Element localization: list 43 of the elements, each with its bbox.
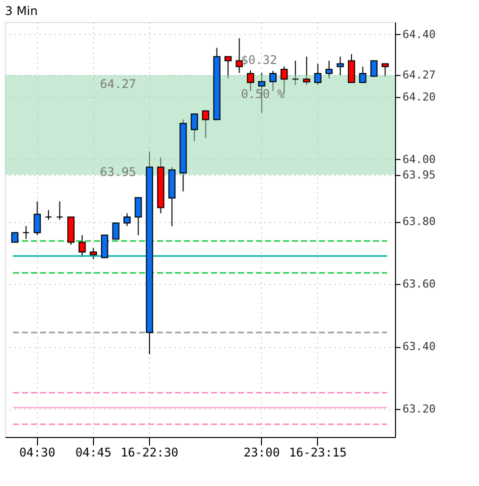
- x-tick-label: 04:45: [75, 446, 112, 460]
- x-tick-label: 04:30: [19, 446, 56, 460]
- y-tick-label: 63.20: [402, 402, 436, 416]
- annotation: $0.32: [241, 53, 278, 67]
- candlestick: [348, 54, 356, 84]
- x-tick-label: 16-23:15: [288, 446, 347, 460]
- y-tick-label: 64.27: [402, 68, 436, 82]
- y-tick-label: 63.60: [402, 278, 436, 291]
- candlestick: [56, 200, 64, 220]
- y-tick-label: 63.80: [402, 215, 436, 228]
- candlestick: [224, 56, 232, 79]
- candlestick: [44, 210, 52, 220]
- candlestick: [101, 234, 108, 258]
- candlestick: [90, 247, 97, 260]
- candlestick: [236, 38, 243, 74]
- candlestick: [370, 60, 378, 77]
- candlestick: [292, 60, 299, 86]
- candlestick: [303, 56, 310, 86]
- candlestick: [134, 197, 142, 236]
- x-tick-label: 16-22:30: [120, 446, 178, 460]
- chart-title: 3 Min: [5, 4, 38, 18]
- candlestick: [336, 56, 344, 76]
- x-tick-label: 23:00: [244, 446, 280, 460]
- candlestick: [123, 212, 131, 227]
- y-tick-label: 64.40: [402, 28, 436, 41]
- candlestick: [190, 114, 198, 142]
- candlestick: [11, 232, 18, 243]
- y-tick-label: 64.20: [402, 90, 436, 104]
- candlestick: [112, 222, 120, 240]
- candlestick: [359, 66, 366, 84]
- y-tick-label: 64.00: [402, 152, 436, 166]
- y-tick-label: 63.40: [402, 340, 436, 354]
- candlestick: [78, 234, 86, 258]
- y-tick-label: 63.95: [402, 168, 436, 182]
- annotation: 63.95: [100, 165, 136, 179]
- candlestick: [22, 226, 30, 240]
- candlestick: [314, 63, 322, 86]
- candlestick: [202, 110, 210, 139]
- annotation: 64.27: [100, 77, 136, 91]
- candlestick: [325, 60, 333, 79]
- candlestick: [269, 70, 277, 92]
- candlestick: [34, 200, 41, 236]
- candlestick: [382, 63, 389, 78]
